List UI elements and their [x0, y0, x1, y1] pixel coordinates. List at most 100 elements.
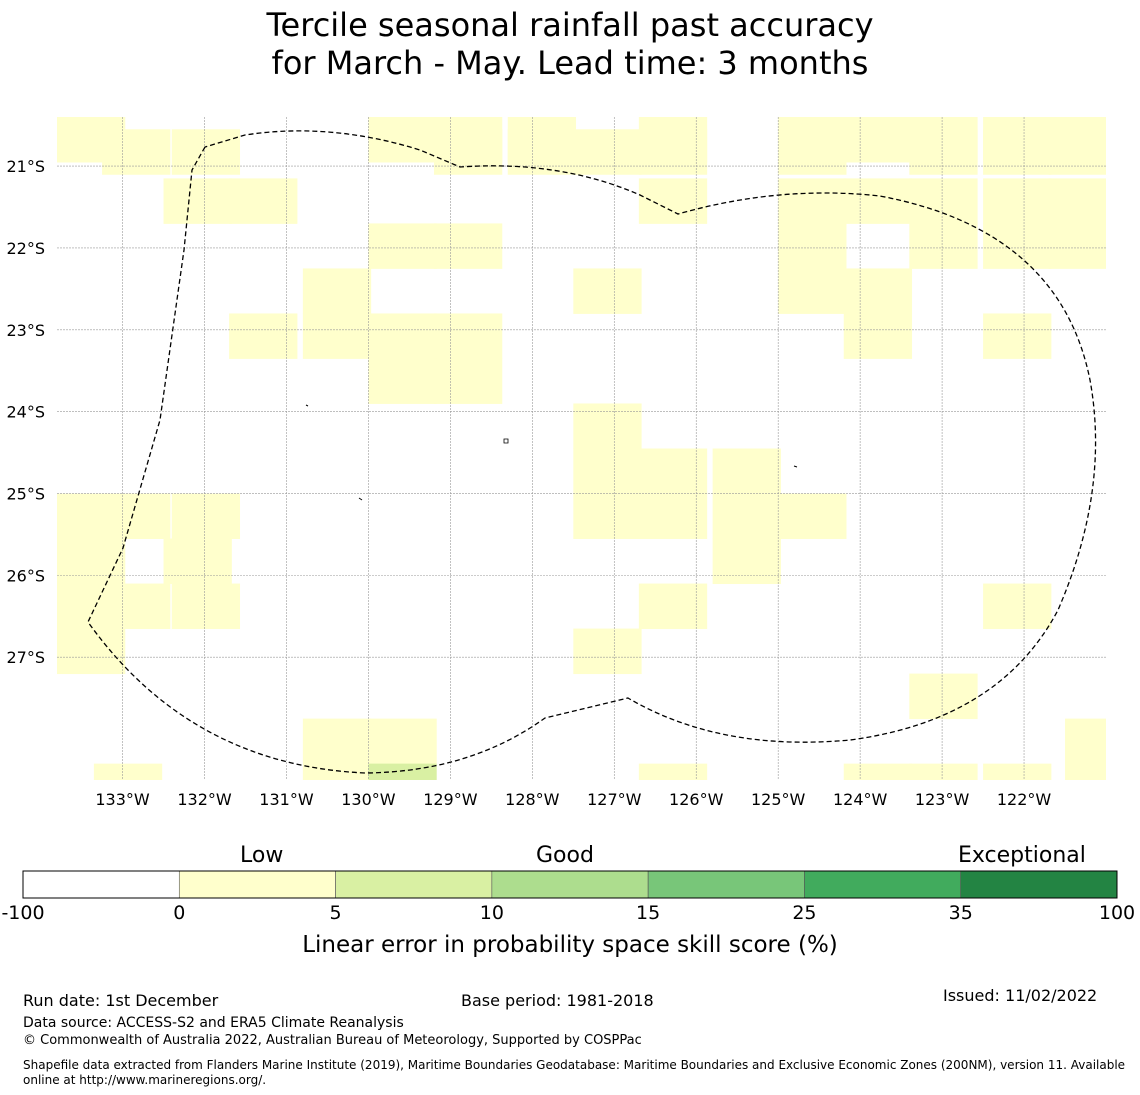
- skill-cell: [712, 448, 781, 494]
- skill-cell: [1048, 178, 1106, 224]
- skill-cell: [163, 178, 232, 224]
- latitude-labels: 21°S 22°S 23°S 24°S 25°S 26°S 27°S: [6, 157, 45, 667]
- skill-cell: [302, 313, 372, 359]
- longitude-label: 122°W: [997, 790, 1052, 809]
- skill-cell: [983, 178, 1052, 224]
- longitude-label: 125°W: [751, 790, 806, 809]
- island-mark: [503, 438, 509, 444]
- issued-date: Issued: 11/02/2022: [943, 986, 1098, 1005]
- longitude-label: 126°W: [669, 790, 724, 809]
- colorbar-tick-label: 35: [948, 902, 973, 924]
- skill-cell: [778, 129, 847, 175]
- latitude-label: 21°S: [6, 157, 45, 176]
- colorbar-tick-label: 100: [1098, 902, 1136, 924]
- skill-cell: [983, 129, 1052, 175]
- skill-cell: [368, 313, 437, 359]
- base-period: Base period: 1981-2018: [461, 991, 654, 1010]
- skill-cell: [102, 583, 171, 630]
- skill-cell: [368, 223, 437, 269]
- latitude-label: 23°S: [6, 321, 45, 340]
- skill-cell: [573, 268, 642, 314]
- skill-cell: [102, 129, 171, 175]
- colorbar-tick-label: 15: [636, 902, 661, 924]
- skill-cell: [638, 117, 708, 163]
- latitude-label: 27°S: [6, 648, 45, 667]
- longitude-label: 128°W: [505, 790, 560, 809]
- title-line-2: for March - May. Lead time: 3 months: [271, 44, 869, 82]
- title-line-1: Tercile seasonal rainfall past accuracy: [266, 6, 874, 44]
- skill-cell: [843, 268, 913, 314]
- colorbar-segment: [178, 870, 336, 899]
- colorbar: [22, 870, 1118, 899]
- skill-cell: [909, 673, 978, 720]
- latitude-label: 24°S: [6, 403, 45, 422]
- skill-cell: [638, 583, 708, 630]
- island-mark: [305, 404, 309, 407]
- skill-cell: [1048, 129, 1106, 175]
- skill-cell: [843, 178, 913, 224]
- longitude-label: 129°W: [423, 790, 478, 809]
- colorbar-tick-label: -100: [1, 902, 45, 924]
- skill-cell: [163, 538, 232, 585]
- skill-cell: [302, 763, 372, 780]
- longitude-label: 131°W: [259, 790, 314, 809]
- colorbar-tick-label: 10: [479, 902, 504, 924]
- latitude-label: 25°S: [6, 485, 45, 504]
- skill-cell: [573, 628, 642, 675]
- skill-cell: [909, 178, 978, 224]
- skill-cell: [57, 628, 126, 675]
- longitude-label: 133°W: [95, 790, 150, 809]
- colorbar-segment: [804, 870, 962, 899]
- skill-cell: [638, 763, 708, 780]
- skill-cell: [712, 538, 781, 585]
- skill-cell: [302, 718, 372, 765]
- island-mark: [793, 465, 798, 468]
- skill-cells: [57, 117, 1106, 780]
- skill-cell: [573, 448, 642, 494]
- skill-cell: [843, 313, 913, 359]
- skill-cell: [909, 223, 978, 269]
- skill-cell: [909, 129, 978, 175]
- skill-cell: [573, 493, 642, 539]
- copyright: © Commonwealth of Australia 2022, Austra…: [23, 1033, 642, 1048]
- colorbar-heading-low: Low: [240, 843, 284, 868]
- latitude-label: 26°S: [6, 566, 45, 585]
- eez-boundary: [87, 130, 1097, 774]
- colorbar-heading-exceptional: Exceptional: [958, 843, 1086, 868]
- skill-cell: [433, 129, 503, 175]
- run-date: Run date: 1st December: [23, 991, 219, 1010]
- latitude-label: 22°S: [6, 239, 45, 258]
- colorbar-segment: [22, 870, 180, 899]
- colorbar-tick-label: 0: [173, 902, 186, 924]
- longitude-label: 127°W: [587, 790, 642, 809]
- skill-cell: [433, 313, 503, 359]
- colorbar-segment: [960, 870, 1118, 899]
- colorbar-segment: [647, 870, 805, 899]
- skill-cell: [368, 358, 437, 404]
- skill-cell: [573, 403, 642, 449]
- map-title: Tercile seasonal rainfall past accuracy …: [0, 6, 1140, 82]
- skill-cell: [638, 178, 708, 224]
- skill-cell: [368, 763, 437, 780]
- colorbar-tick-label: 5: [329, 902, 342, 924]
- skill-cell: [843, 117, 913, 163]
- skill-cell: [171, 583, 241, 630]
- skill-cell: [778, 268, 847, 314]
- longitude-label: 132°W: [177, 790, 232, 809]
- skill-cell: [229, 178, 298, 224]
- skill-cell: [638, 448, 708, 494]
- skill-cell: [302, 268, 372, 314]
- skill-cell: [983, 223, 1052, 269]
- data-source: Data source: ACCESS-S2 and ERA5 Climate …: [23, 1015, 404, 1031]
- skill-cell: [93, 763, 163, 780]
- colorbar-segment: [335, 870, 493, 899]
- colorbar-segment: [491, 870, 649, 899]
- island-mark: [358, 497, 363, 501]
- skill-cell: [983, 583, 1052, 630]
- skill-cell: [573, 129, 642, 175]
- longitude-labels: 133°W 132°W 131°W 130°W 129°W 128°W 127°W 126°W…: [95, 790, 1051, 809]
- skill-cell: [778, 223, 847, 269]
- skill-cell: [171, 129, 241, 175]
- skill-cell: [171, 493, 241, 539]
- skill-cell: [983, 313, 1052, 359]
